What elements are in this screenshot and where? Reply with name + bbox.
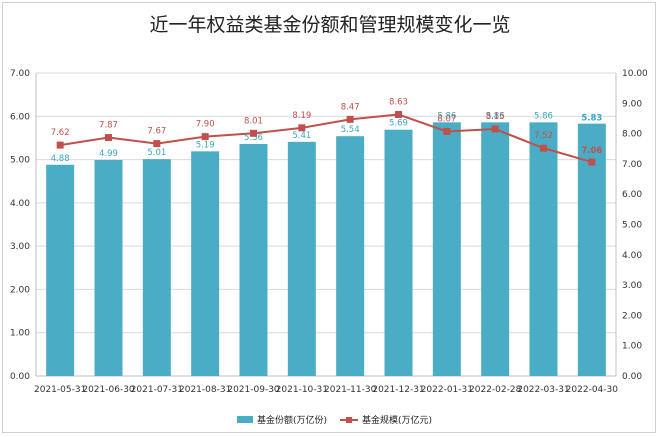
- bar: [191, 151, 220, 376]
- bar-data-label: 4.88: [51, 154, 70, 164]
- bar: [142, 159, 171, 376]
- bar-data-label: 5.54: [341, 125, 360, 135]
- line-data-label: 8.07: [437, 114, 456, 124]
- line-data-label: 7.06: [581, 146, 602, 156]
- bar: [287, 141, 316, 376]
- y-tick-label-right: 2.00: [622, 311, 642, 321]
- line-point: [491, 125, 499, 133]
- legend-line-marker: [346, 417, 352, 423]
- line-point: [153, 140, 161, 148]
- line-data-label: 7.62: [51, 128, 70, 138]
- line-point: [201, 133, 209, 141]
- bar-data-label: 5.86: [486, 111, 505, 121]
- bar-data-label: 5.69: [389, 119, 408, 129]
- legend-swatch-bar: [237, 416, 253, 423]
- y-tick-label-right: 6.00: [622, 190, 642, 200]
- x-tick-label: 2021-11-30: [324, 385, 377, 395]
- line-point: [540, 144, 547, 152]
- line-point: [298, 124, 306, 132]
- line-point: [56, 141, 64, 149]
- x-tick-label: 2022-02-28: [469, 385, 522, 395]
- line-point: [588, 158, 596, 166]
- bar-data-label: 5.41: [292, 131, 311, 141]
- x-tick-label: 2022-03-31: [517, 385, 569, 395]
- y-tick-label-left: 5.00: [10, 156, 30, 166]
- legend-label-bar: 基金份额(万亿份): [257, 414, 327, 426]
- bar-data-label: 5.36: [244, 133, 263, 143]
- y-tick-label-left: 2.00: [10, 285, 30, 295]
- bar: [94, 160, 123, 376]
- y-tick-label-left: 7.00: [10, 69, 30, 79]
- bar: [481, 122, 510, 377]
- y-tick-label-left: 6.00: [10, 112, 30, 122]
- legend-label-line: 基金规模(万亿元): [362, 414, 432, 426]
- bar: [432, 122, 461, 377]
- line-data-label: 8.63: [389, 98, 408, 108]
- bar-data-label: 5.86: [437, 111, 456, 121]
- y-tick-label-right: 3.00: [622, 281, 642, 291]
- bar-data-label: 5.01: [147, 148, 166, 158]
- y-tick-label-left: 4.00: [10, 199, 30, 209]
- bar-data-label: 5.86: [534, 111, 553, 121]
- x-tick-label: 2021-12-31: [372, 385, 424, 395]
- line-point: [250, 129, 257, 137]
- y-tick-label-right: 7.00: [622, 160, 642, 170]
- bar-data-label: 5.19: [196, 140, 215, 150]
- x-tick-label: 2021-05-31: [34, 385, 86, 395]
- line-data-label: 8.47: [341, 102, 360, 112]
- line-data-label: 7.67: [147, 127, 166, 137]
- y-tick-label-right: 1.00: [622, 342, 642, 352]
- y-tick-label-right: 0.00: [622, 372, 642, 382]
- series-line: [60, 113, 593, 164]
- y-tick-label-right: 9.00: [622, 99, 642, 109]
- line-point: [395, 111, 402, 119]
- y-tick-label-right: 4.00: [622, 251, 642, 261]
- x-tick-label: 2021-07-31: [131, 385, 183, 395]
- line-data-label: 8.15: [486, 112, 505, 122]
- line-point: [105, 134, 112, 142]
- x-tick-label: 2021-08-31: [179, 385, 231, 395]
- line-data-label: 7.87: [99, 121, 118, 131]
- bar: [239, 143, 268, 376]
- line-data-label: 7.90: [196, 120, 215, 130]
- bar: [46, 164, 75, 376]
- y-tick-label-left: 3.00: [10, 242, 30, 252]
- y-tick-label-left: 0.00: [10, 372, 30, 382]
- x-tick-label: 2021-09-30: [227, 385, 280, 395]
- bar: [529, 122, 558, 377]
- y-tick-label-right: 5.00: [622, 221, 642, 231]
- bar-data-label: 4.99: [99, 149, 118, 159]
- bar: [577, 123, 606, 376]
- line-data-label: 8.01: [244, 116, 263, 126]
- x-tick-label: 2021-06-30: [82, 385, 135, 395]
- chart-title: 近一年权益类基金份额和管理规模变化一览: [149, 14, 511, 36]
- bar-data-label: 5.83: [581, 114, 602, 124]
- y-tick-label-right: 10.00: [622, 69, 648, 79]
- line-point: [346, 115, 354, 123]
- bar: [384, 129, 413, 376]
- line-data-label: 7.52: [534, 131, 553, 141]
- x-tick-label: 2022-04-30: [566, 385, 619, 395]
- line-point: [443, 127, 451, 135]
- y-tick-label-left: 1.00: [10, 329, 30, 339]
- line-data-label: 8.19: [292, 111, 311, 121]
- x-tick-label: 2022-01-31: [421, 385, 473, 395]
- bar: [336, 136, 365, 376]
- x-tick-label: 2021-10-31: [276, 385, 328, 395]
- y-tick-label-right: 8.00: [622, 130, 642, 140]
